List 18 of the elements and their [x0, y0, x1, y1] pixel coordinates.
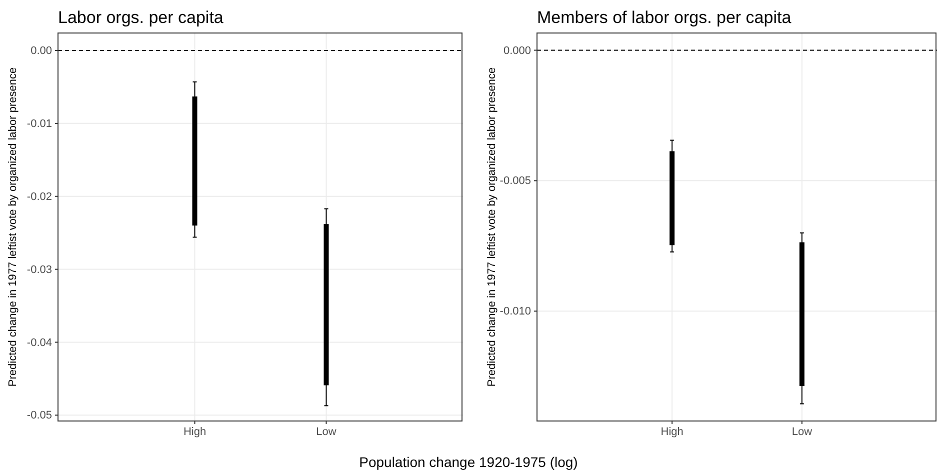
y-tick-label: -0.010 [500, 306, 531, 318]
chart-title: Members of labor orgs. per capita [537, 8, 792, 27]
y-tick-label: -0.04 [26, 336, 52, 349]
y-tick-label: 0.00 [30, 45, 52, 58]
x-tick-label: Low [316, 426, 336, 438]
x-tick-label: Low [792, 426, 812, 438]
y-tick-label: -0.05 [26, 410, 52, 422]
x-tick-label: High [183, 426, 206, 438]
y-tick-label: -0.03 [26, 264, 52, 276]
x-tick-label: High [660, 426, 684, 438]
y-tick-label: 0.000 [503, 44, 531, 57]
y-axis-title: Predicted change in 1977 leftist vote by organized labor presence [486, 67, 498, 387]
chart-title: Labor orgs. per capita [58, 8, 224, 27]
y-axis-title: Predicted change in 1977 leftist vote by organized labor presence [7, 67, 19, 387]
y-tick-label: -0.005 [500, 175, 531, 188]
y-tick-label: -0.02 [26, 190, 52, 203]
y-tick-label: -0.01 [26, 118, 52, 130]
x-axis-title: Population change 1920-1975 (log) [359, 454, 578, 470]
